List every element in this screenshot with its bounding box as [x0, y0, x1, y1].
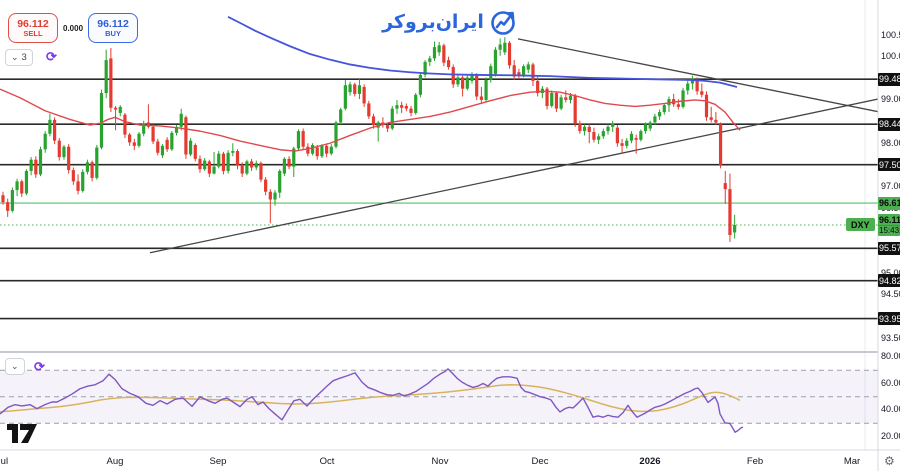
time-axis-label: Dec: [531, 456, 549, 467]
time-axis-label: Nov: [431, 456, 449, 467]
rsi-refresh-icon[interactable]: ⟳: [34, 359, 45, 374]
chevron-down-icon: ⌄: [11, 52, 19, 62]
rsi-axis-label: 60.00: [881, 377, 900, 388]
time-axis-label: Aug: [106, 456, 124, 467]
time-axis-label: Oct: [319, 456, 335, 467]
price-axis-label: 99.000: [881, 94, 900, 105]
price-line-badge: 95.574: [878, 241, 900, 255]
rsi-axis-label: 20.00: [881, 430, 900, 441]
tradingview-logo-icon[interactable]: [7, 424, 37, 443]
price-line-badge: 93.951: [878, 312, 900, 326]
time-axis-label: Sep: [209, 456, 227, 467]
price-line-badge: 97.504: [878, 158, 900, 172]
current-price-value: 96.112: [879, 215, 900, 225]
price-line-badge: 98.441: [878, 117, 900, 131]
indicator-count-dropdown[interactable]: ⌄ 3: [5, 49, 33, 66]
support-line-badge: 96.619: [878, 196, 900, 210]
price-axis-label: 95.000: [881, 267, 900, 278]
current-price-badge: 96.11215:43:4: [878, 214, 900, 236]
trade-widget: 96.112 SELL 0.000 96.112 BUY: [8, 13, 139, 43]
price-axis-label: 100.000: [881, 51, 900, 62]
buy-price: 96.112: [97, 17, 129, 30]
sell-price: 96.112: [17, 17, 49, 30]
candle-countdown: 15:43:4: [878, 225, 900, 235]
buy-label: BUY: [105, 28, 121, 38]
price-line-badge: 99.480: [878, 72, 900, 86]
price-axis-label: 97.000: [881, 181, 900, 192]
time-axis-label: 2026: [639, 456, 661, 467]
rsi-axis-label: 80.00: [881, 351, 900, 362]
time-axis-label: Feb: [746, 456, 764, 467]
sell-label: SELL: [23, 28, 43, 38]
refresh-icon[interactable]: ⟳: [46, 49, 57, 64]
rsi-axis-label: 40.00: [881, 404, 900, 415]
settings-gear-icon[interactable]: ⚙: [884, 454, 895, 468]
time-axis-label: Jul: [0, 456, 9, 467]
chevron-down-icon: ⌄: [11, 361, 19, 371]
buy-button[interactable]: 96.112 BUY: [88, 13, 139, 43]
sell-button[interactable]: 96.112 SELL: [8, 13, 58, 43]
spread-value: 0.000: [63, 23, 84, 33]
time-axis-label: Mar: [843, 456, 861, 467]
price-axis-label: 94.500: [881, 289, 900, 300]
price-line-badge: 94.827: [878, 274, 900, 288]
price-axis-label: 98.000: [881, 137, 900, 148]
symbol-label-chip: DXY: [846, 218, 875, 231]
price-axis-label: 93.500: [881, 332, 900, 343]
rsi-dropdown[interactable]: ⌄: [5, 358, 25, 375]
price-axis-label: 100.500: [881, 29, 900, 40]
indicator-count: 3: [21, 52, 27, 63]
